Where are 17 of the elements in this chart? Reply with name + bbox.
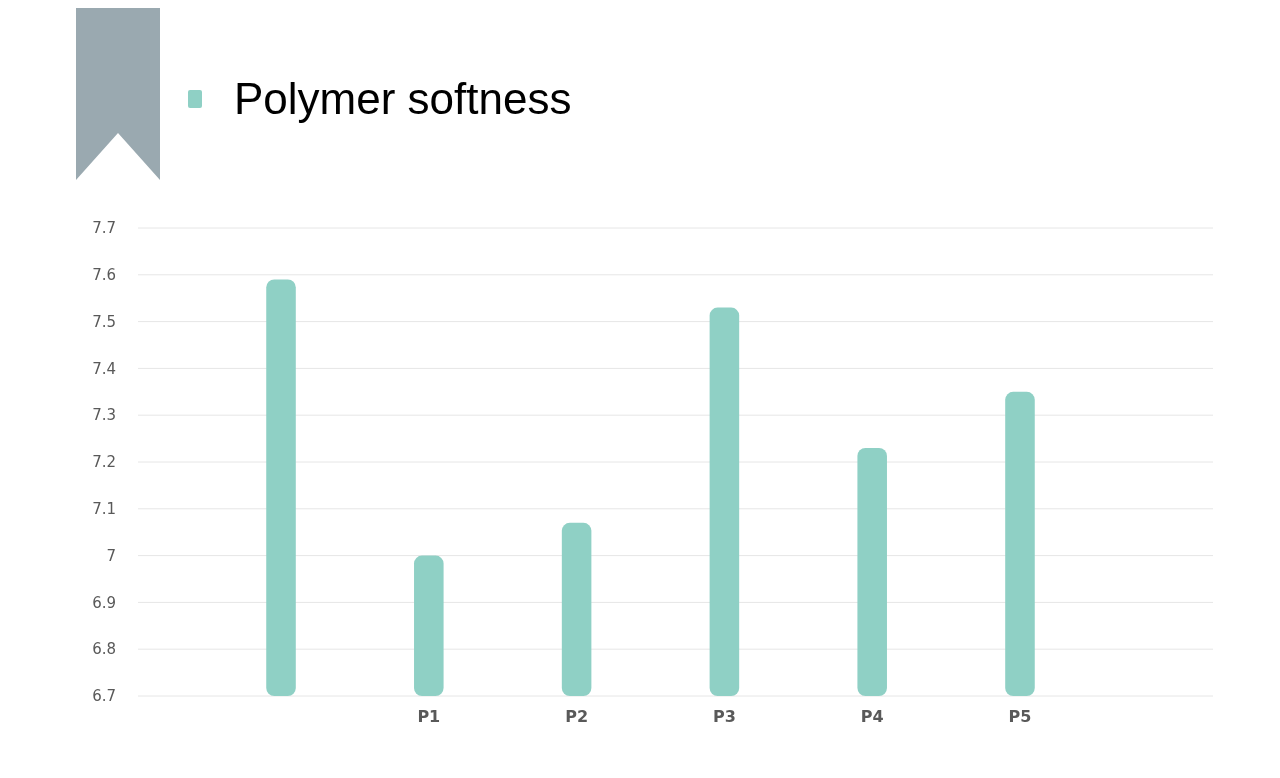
y-tick-label: 6.9 bbox=[92, 593, 116, 612]
legend-label: Polymer softness bbox=[234, 74, 572, 124]
x-tick-label: P3 bbox=[712, 707, 736, 726]
x-tick-label: P5 bbox=[1008, 707, 1032, 726]
x-tick-label: P2 bbox=[565, 707, 589, 726]
y-tick-label: 6.7 bbox=[92, 687, 116, 706]
y-tick-label: 7.4 bbox=[92, 359, 116, 378]
y-tick-label: 7.6 bbox=[92, 266, 116, 285]
x-tick-label: P4 bbox=[860, 707, 884, 726]
y-tick-label: 6.8 bbox=[92, 640, 116, 659]
x-tick-label: P1 bbox=[417, 707, 441, 726]
y-tick-label: 7 bbox=[106, 546, 116, 565]
y-tick-label: 7.3 bbox=[92, 406, 116, 425]
y-tick-label: 7.2 bbox=[92, 453, 116, 472]
y-tick-label: 7.1 bbox=[92, 500, 116, 519]
y-tick-label: 7.5 bbox=[92, 312, 116, 331]
y-tick-label: 7.7 bbox=[92, 219, 116, 238]
